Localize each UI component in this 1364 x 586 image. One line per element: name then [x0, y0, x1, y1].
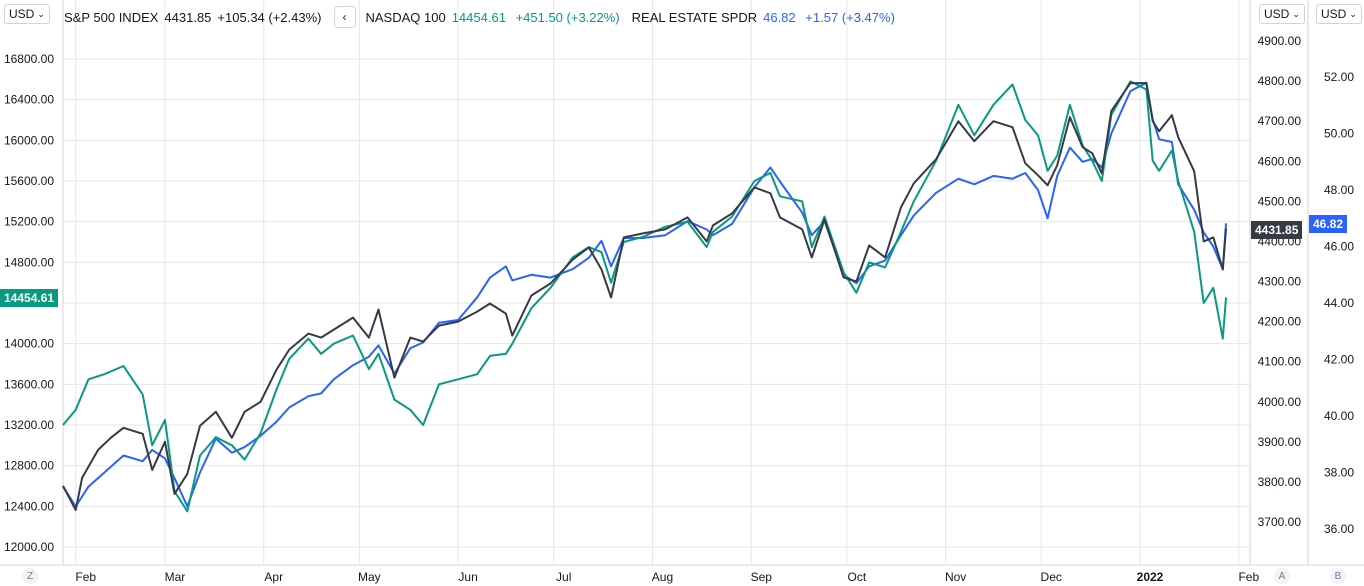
currency-right2-button[interactable]: USD ⌄ [1316, 4, 1362, 24]
left-tick-label: 15200.00 [4, 215, 54, 229]
plot-area [63, 0, 1250, 565]
x-tick-label: Aug [652, 570, 673, 584]
spx-symbol[interactable]: S&P 500 INDEX [64, 9, 159, 25]
spx-tick-label: 4100.00 [1258, 355, 1302, 369]
nasdaq-values: 14454.61 +451.50 (+3.22%) [452, 10, 632, 25]
reit-change: +1.57 (+3.47%) [805, 9, 895, 25]
left-tick-label: 13600.00 [4, 377, 54, 391]
nasdaq-symbol[interactable]: NASDAQ 100 [365, 9, 446, 25]
xlre-tick-label: 42.00 [1324, 353, 1354, 367]
left-tick-label: 15600.00 [4, 174, 54, 188]
left-tick-label: 14000.00 [4, 337, 54, 351]
left-tick-label: 13200.00 [4, 418, 54, 432]
currency-right2-label: USD [1321, 7, 1347, 21]
left-tick-label: 12400.00 [4, 499, 54, 513]
chevron-down-icon: ⌄ [1292, 8, 1300, 19]
spx-price-label: 4431.85 [1251, 221, 1303, 239]
x-tick-label: May [358, 570, 381, 584]
nasdaq-change: +451.50 (+3.22%) [515, 9, 620, 25]
left-tick-label: 16400.00 [4, 93, 54, 107]
spx-tick-label: 4900.00 [1258, 34, 1302, 48]
xlre-tick-label: 48.00 [1324, 183, 1354, 197]
currency-right1-button[interactable]: USD ⌄ [1259, 4, 1305, 24]
spx-tick-label: 4700.00 [1258, 114, 1302, 128]
spx-change: +105.34 (+2.43%) [217, 9, 322, 25]
spx-tick-label: 4000.00 [1258, 395, 1302, 409]
left-tick-label: 14800.00 [4, 255, 54, 269]
spx-tick-label: 3700.00 [1258, 515, 1302, 529]
xlre-tick-label: 40.00 [1324, 409, 1354, 423]
spx-series-line [62, 82, 1227, 511]
x-tick-label: Sep [751, 570, 773, 584]
xlre-tick-label: 52.00 [1324, 70, 1354, 84]
x-tick-label: Feb [75, 570, 96, 584]
spx-tick-label: 4200.00 [1258, 315, 1302, 329]
left-tick-label: 12800.00 [4, 459, 54, 473]
currency-left-label: USD [9, 7, 35, 21]
currency-right1-label: USD [1264, 7, 1290, 21]
spx-tick-label: 4800.00 [1258, 74, 1302, 88]
x-tick-label: Mar [165, 570, 186, 584]
spx-tick-label: 4300.00 [1258, 275, 1302, 289]
spx-tick-label: 3900.00 [1258, 435, 1302, 449]
reit-values: 46.82 +1.57 (+3.47%) [763, 10, 907, 25]
spx-tick-label: 4600.00 [1258, 154, 1302, 168]
x-tick-label: 2022 [1137, 570, 1164, 584]
xlre-series-line [62, 81, 1227, 508]
reit-symbol[interactable]: REAL ESTATE SPDR [631, 9, 758, 25]
currency-left-button[interactable]: USD ⌄ [4, 4, 50, 24]
xlre-price-label: 46.82 [1309, 215, 1348, 233]
left-tick-label: 12000.00 [4, 540, 54, 554]
spx-tick-label: 4500.00 [1258, 194, 1302, 208]
chevron-down-icon: ⌄ [37, 8, 45, 19]
spx-value: 4431.85 [164, 9, 212, 25]
x-tick-label: Dec [1041, 570, 1062, 584]
x-tick-label: Jul [556, 570, 571, 584]
xlre-tick-label: 46.00 [1324, 240, 1354, 254]
xlre-tick-label: 38.00 [1324, 466, 1354, 480]
auto-scale-button[interactable]: A [1274, 568, 1290, 584]
left-tick-label: 16000.00 [4, 133, 54, 147]
x-tick-label: Nov [945, 570, 966, 584]
xlre-tick-label: 44.00 [1324, 296, 1354, 310]
nasdaq-price-label: 14454.61 [0, 289, 59, 307]
x-tick-label: Feb [1238, 570, 1259, 584]
zoom-corner-button[interactable]: Z [22, 568, 38, 584]
chart-legend: S&P 500 INDEX 4431.85 +105.34 (+2.43%) ‹… [64, 5, 907, 29]
reit-value: 46.82 [763, 9, 796, 25]
xlre-tick-label: 50.00 [1324, 127, 1354, 141]
nasdaq-value: 14454.61 [451, 9, 506, 25]
scale-mode-button[interactable]: B [1330, 568, 1346, 584]
left-tick-label: 16800.00 [4, 52, 54, 66]
chevron-left-icon[interactable]: ‹ [333, 6, 356, 28]
xlre-tick-label: 36.00 [1324, 522, 1354, 536]
x-tick-label: Jun [458, 570, 477, 584]
chevron-down-icon: ⌄ [1349, 8, 1357, 19]
spx-tick-label: 3800.00 [1258, 475, 1302, 489]
x-tick-label: Oct [848, 570, 867, 584]
x-tick-label: Apr [264, 570, 283, 584]
